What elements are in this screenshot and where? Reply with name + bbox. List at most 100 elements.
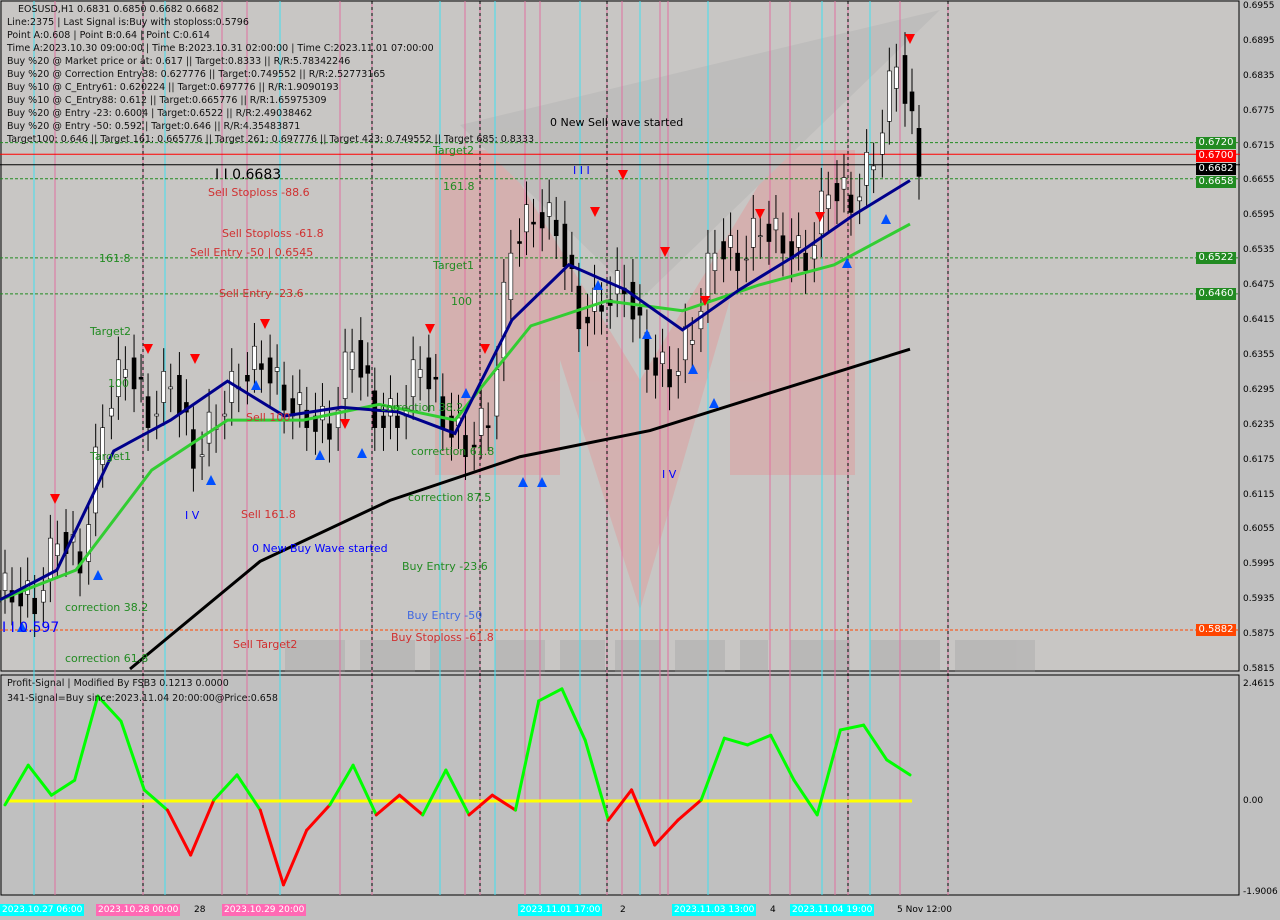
candle <box>871 165 876 171</box>
oscillator-segment <box>328 763 355 807</box>
oscillator-segment <box>142 788 169 812</box>
oscillator-segment <box>305 803 332 832</box>
candle <box>138 376 144 380</box>
oscillator-tick: 0.00 <box>1243 796 1264 806</box>
candle <box>675 371 681 376</box>
chart-annotation: 100 <box>108 377 129 390</box>
level-price-tag: 0.6460 <box>1196 287 1236 300</box>
chart-annotation: 161.8 <box>443 180 475 193</box>
candle <box>705 252 711 300</box>
price-tick: 0.6835 <box>1243 70 1275 81</box>
symbol-header: EOSUSD,H1 0.6831 0.6850 0.6682 0.6682 <box>18 4 220 15</box>
candle <box>358 340 364 378</box>
candle <box>834 183 840 202</box>
indicator-pane[interactable] <box>0 674 1240 896</box>
chart-annotation: I I 0.597 <box>2 620 60 636</box>
buy-arrow-icon <box>206 475 216 485</box>
candle <box>478 407 484 436</box>
chart-annotation: Sell Target2 <box>233 638 298 651</box>
chart-annotation: Sell Stoploss -88.6 <box>208 186 310 199</box>
oscillator-segment <box>258 808 285 887</box>
time-tick: 2023.10.28 00:00 <box>96 904 181 916</box>
oscillator-segment <box>212 773 239 802</box>
oscillator-segment <box>769 733 796 782</box>
candle <box>614 270 620 295</box>
chart-annotation: Target1 <box>433 259 475 272</box>
oscillator-segment <box>397 793 425 817</box>
info-line: Line:2375 | Last Signal is:Buy with stop… <box>7 17 249 28</box>
chart-annotation: correction 87.5 <box>408 491 492 504</box>
oscillator-segment <box>119 719 146 792</box>
oscillator-segment <box>189 798 216 857</box>
oscillator-segment <box>815 728 842 817</box>
chart-annotation: Target2 <box>90 325 132 338</box>
candle <box>161 371 167 403</box>
time-tick: 28 <box>194 905 206 915</box>
chart-annotation: Sell 100 <box>246 411 291 424</box>
price-tick: 0.5815 <box>1243 664 1275 674</box>
price-tick: 0.6415 <box>1243 315 1275 326</box>
candle <box>449 415 454 438</box>
sell-arrow-icon <box>425 324 435 334</box>
info-line: Buy %10 @ C_Entry88: 0.612 || Target:0.6… <box>7 95 327 106</box>
oscillator-segment <box>281 828 309 887</box>
chart-annotation: Sell Stoploss -61.8 <box>222 227 324 240</box>
oscillator-segment <box>746 733 773 747</box>
candle <box>313 415 318 432</box>
oscillator-segment <box>96 694 123 723</box>
price-tick: 0.6175 <box>1243 454 1275 465</box>
candle <box>395 415 400 428</box>
candle <box>335 409 341 428</box>
sell-arrow-icon <box>50 494 60 504</box>
time-tick: 2 <box>620 905 626 915</box>
oscillator-segment <box>26 763 53 797</box>
candle <box>229 371 235 403</box>
candle <box>485 425 491 428</box>
price-pane[interactable] <box>0 0 1240 672</box>
candle <box>916 128 922 177</box>
candle <box>539 212 545 229</box>
oscillator-segment <box>49 778 77 797</box>
oscillator-segment <box>676 798 703 822</box>
candle <box>199 454 205 458</box>
price-tick: 0.6655 <box>1243 175 1275 186</box>
chart-annotation: Buy Entry -23.6 <box>402 560 488 573</box>
price-tick: 0.5875 <box>1243 629 1275 640</box>
oscillator-segment <box>467 793 494 817</box>
oscillator-segment <box>630 788 657 847</box>
buy-arrow-icon <box>842 258 852 268</box>
chart-annotation: 0 New Sell wave started <box>550 116 684 129</box>
candle <box>757 235 763 238</box>
candle <box>750 217 756 248</box>
oscillator-tick: 2.4615 <box>1243 679 1275 689</box>
chart-annotation: I I I <box>573 164 590 177</box>
oscillator-segment <box>514 699 541 812</box>
chart-annotation: 100 <box>451 295 472 308</box>
candle <box>660 351 665 364</box>
candle <box>410 359 416 397</box>
oscillator-segment <box>583 738 610 822</box>
candle <box>562 223 568 268</box>
candle <box>281 384 287 411</box>
candle <box>796 235 801 248</box>
candle <box>637 307 643 316</box>
buy-arrow-icon <box>642 329 652 339</box>
price-tick: 0.5935 <box>1243 594 1275 605</box>
sell-arrow-icon <box>700 296 710 306</box>
buy-arrow-icon <box>518 477 528 487</box>
candle <box>728 235 733 248</box>
chart-annotation: 0 New Buy Wave started <box>252 542 388 555</box>
candle <box>131 357 137 390</box>
ma-fast-line <box>0 179 911 602</box>
chart-annotation: I V <box>185 509 200 522</box>
buy-arrow-icon <box>593 280 603 290</box>
price-tick: 0.6235 <box>1243 419 1275 430</box>
candle <box>766 223 772 242</box>
candle <box>267 357 273 384</box>
oscillator-segment <box>537 687 564 703</box>
level-price-tag: 0.6658 <box>1196 175 1236 188</box>
candle <box>252 345 257 370</box>
candle <box>811 245 817 260</box>
candle <box>902 55 908 104</box>
